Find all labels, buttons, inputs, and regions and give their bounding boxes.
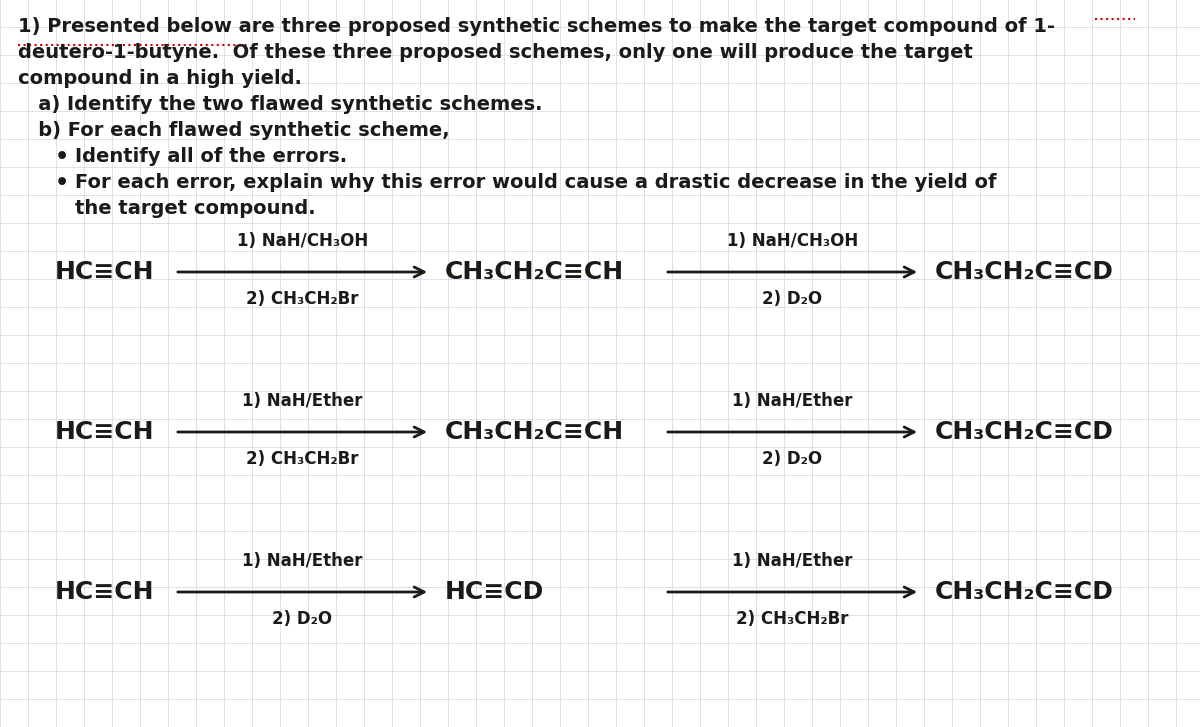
Text: compound in a high yield.: compound in a high yield. (18, 69, 302, 88)
Text: CH₃CH₂C≡CD: CH₃CH₂C≡CD (935, 420, 1114, 444)
Text: 1) NaH/CH₃OH: 1) NaH/CH₃OH (236, 232, 368, 250)
Text: HC≡CD: HC≡CD (445, 580, 545, 604)
Text: a) Identify the two flawed synthetic schemes.: a) Identify the two flawed synthetic sch… (18, 95, 542, 114)
Text: For each error, explain why this error would cause a drastic decrease in the yie: For each error, explain why this error w… (74, 173, 996, 192)
Text: 2) CH₃CH₂Br: 2) CH₃CH₂Br (737, 610, 848, 628)
Text: 1) NaH/Ether: 1) NaH/Ether (242, 392, 362, 410)
Text: CH₃CH₂C≡CD: CH₃CH₂C≡CD (935, 580, 1114, 604)
Text: the target compound.: the target compound. (74, 199, 316, 218)
Text: •: • (55, 147, 70, 167)
Text: 1) NaH/CH₃OH: 1) NaH/CH₃OH (727, 232, 858, 250)
Text: b) For each flawed synthetic scheme,: b) For each flawed synthetic scheme, (18, 121, 450, 140)
Text: 1) NaH/Ether: 1) NaH/Ether (732, 552, 853, 570)
Text: HC≡CH: HC≡CH (55, 580, 155, 604)
Text: deutero-1-butyne.  Of these three proposed schemes, only one will produce the ta: deutero-1-butyne. Of these three propose… (18, 43, 973, 62)
Text: HC≡CH: HC≡CH (55, 420, 155, 444)
Text: 1) NaH/Ether: 1) NaH/Ether (732, 392, 853, 410)
Text: CH₃CH₂C≡CD: CH₃CH₂C≡CD (935, 260, 1114, 284)
Text: CH₃CH₂C≡CH: CH₃CH₂C≡CH (445, 420, 624, 444)
Text: 2) D₂O: 2) D₂O (272, 610, 332, 628)
Text: 2) D₂O: 2) D₂O (762, 450, 822, 468)
Text: CH₃CH₂C≡CH: CH₃CH₂C≡CH (445, 260, 624, 284)
Text: •: • (55, 173, 70, 193)
Text: 2) D₂O: 2) D₂O (762, 290, 822, 308)
Text: HC≡CH: HC≡CH (55, 260, 155, 284)
Text: 2) CH₃CH₂Br: 2) CH₃CH₂Br (246, 450, 359, 468)
Text: Identify all of the errors.: Identify all of the errors. (74, 147, 347, 166)
Text: 1) Presented below are three proposed synthetic schemes to make the target compo: 1) Presented below are three proposed sy… (18, 17, 1055, 36)
Text: 2) CH₃CH₂Br: 2) CH₃CH₂Br (246, 290, 359, 308)
Text: 1) NaH/Ether: 1) NaH/Ether (242, 552, 362, 570)
